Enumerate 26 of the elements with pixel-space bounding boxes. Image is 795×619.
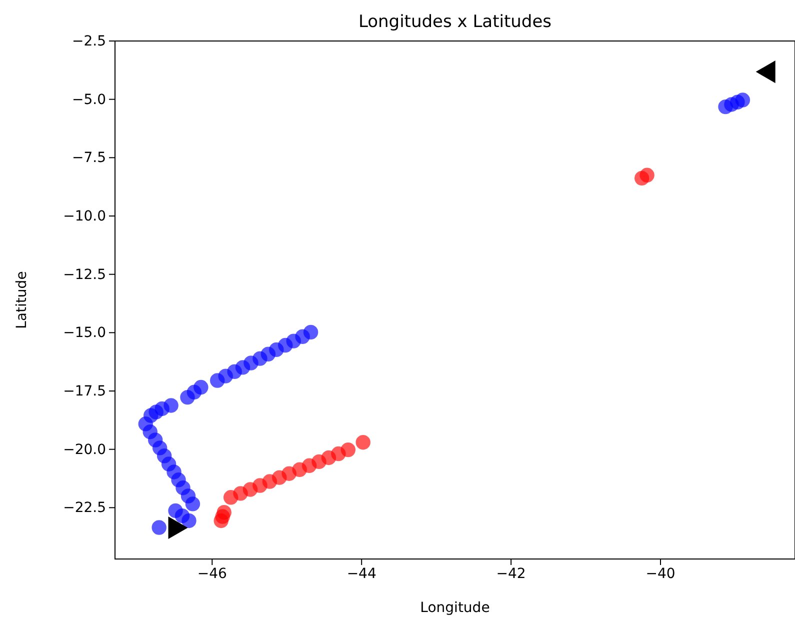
- point: [180, 390, 195, 405]
- y-tick-label: −22.5: [63, 500, 106, 516]
- x-axis-title: Longitude: [420, 600, 490, 616]
- point: [735, 92, 750, 108]
- point: [640, 168, 654, 183]
- x-tick-label: −40: [646, 566, 676, 582]
- point: [340, 442, 356, 458]
- point: [152, 520, 166, 535]
- chart-title: Longitudes x Latitudes: [358, 12, 552, 32]
- y-tick-label: −20.0: [63, 442, 106, 458]
- y-tick-label: −5.0: [72, 92, 106, 108]
- y-tick-label: −2.5: [72, 33, 106, 50]
- x-tick-label: −44: [346, 566, 376, 582]
- y-tick-label: −17.5: [63, 383, 106, 400]
- y-axis-title: Latitude: [14, 271, 30, 329]
- point: [182, 513, 196, 528]
- point: [356, 434, 370, 450]
- y-tick-label: −7.5: [72, 150, 106, 166]
- y-tick-label: −10.0: [63, 208, 106, 224]
- y-tick-label: −15.0: [63, 325, 106, 342]
- point: [216, 504, 232, 520]
- x-tick-label: −46: [197, 566, 228, 582]
- x-tick-label: −42: [496, 566, 526, 582]
- y-tick-label: −12.5: [63, 266, 106, 283]
- point: [210, 373, 225, 388]
- point: [185, 496, 200, 512]
